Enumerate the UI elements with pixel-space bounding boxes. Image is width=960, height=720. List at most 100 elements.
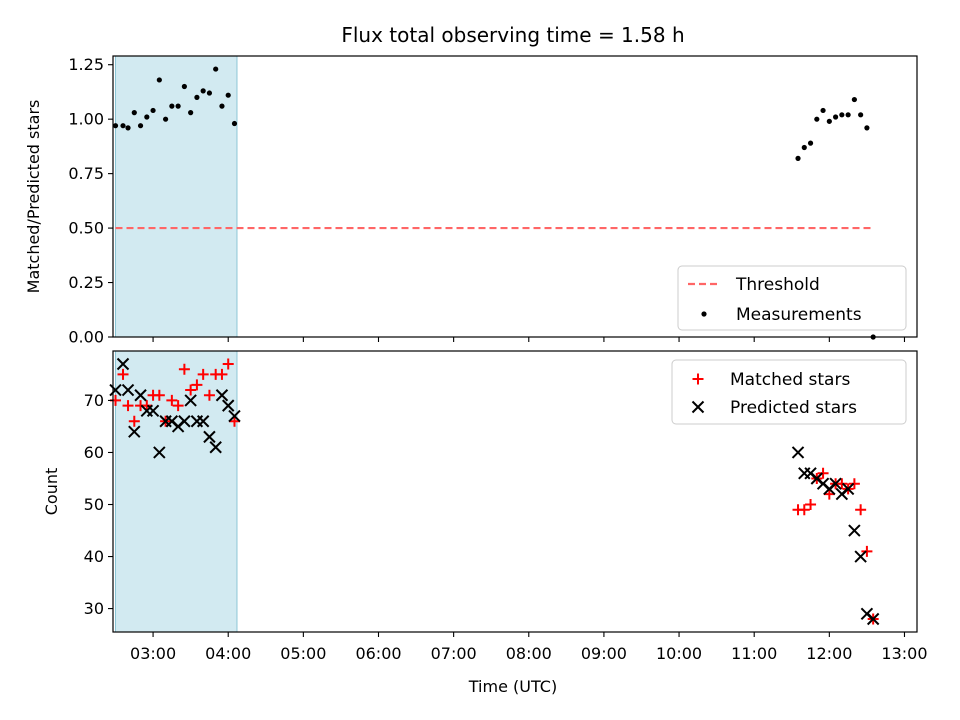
x-tick-label: 05:00 [280, 644, 326, 663]
predicted-star-point [228, 409, 241, 423]
bottom-legend-box [671, 359, 907, 425]
measurement-point [131, 110, 137, 116]
y-tick-label: 70 [84, 391, 104, 410]
bottom-x-axis-ticks: 03:00 04:00 05:00 06:00 07:00 08:00 09:00 10:00… [130, 632, 928, 663]
matched-star-point [861, 545, 873, 557]
matched-star-point [122, 400, 134, 412]
measurement-point [112, 123, 119, 129]
matched-star-point [191, 379, 203, 391]
bottom-axes-frame [112, 350, 918, 633]
matched-star-point [216, 368, 228, 380]
y-tick-label: 1.00 [68, 110, 104, 129]
matched-star-point [228, 415, 240, 427]
predicted-star-point [203, 430, 216, 444]
predicted-star-point [184, 394, 197, 407]
bottom-panel: 30 40 50 60 70 03:00 04:00 05:00 06:00 07:00 08:0… [42, 350, 928, 663]
matched-star-point [817, 467, 829, 479]
matched-stars-legend-swatch [692, 373, 704, 385]
x-tick-label: 11:00 [731, 644, 777, 663]
matched-star-point [836, 478, 848, 490]
measurement-point [150, 107, 156, 114]
top-shade-rect [115, 55, 238, 338]
measurement-points [112, 66, 876, 340]
predicted-star-point [866, 612, 880, 626]
x-tick-label: 06:00 [355, 644, 401, 663]
y-tick-label: 0.00 [68, 328, 104, 347]
y-tick-label: 0.75 [68, 164, 104, 183]
measurement-point [162, 116, 169, 122]
measurement-point [795, 155, 801, 161]
measurement-point [156, 77, 162, 83]
chart-title: Flux total observing time = 1.58 h [341, 23, 684, 47]
matched-star-point [178, 363, 190, 375]
matched-legend-marker [692, 373, 704, 385]
top-axes-frame [112, 55, 918, 338]
top-y-axis-label: Matched/Predicted stars [24, 100, 43, 294]
predicted-stars-legend-swatch [691, 400, 705, 414]
predicted-star-point [128, 425, 141, 438]
top-y-axis-ticks: 0.00 0.25 0.50 0.75 1.00 1.25 [68, 55, 113, 347]
predicted-star-point [209, 441, 222, 454]
predicted-star-point [134, 389, 147, 402]
predicted-star-point [222, 399, 235, 412]
measurement-point [206, 90, 213, 96]
measurement-point [864, 125, 870, 131]
bottom-y-axis-label: Count [42, 468, 61, 516]
x-tick-label: 08:00 [506, 644, 552, 663]
measurement-point [225, 92, 231, 98]
matched-star-point [805, 499, 817, 511]
predicted-legend-marker [691, 400, 705, 414]
x-tick-label: 03:00 [130, 644, 176, 663]
x-axis-label: Time (UTC) [468, 677, 557, 696]
y-tick-label: 30 [84, 599, 104, 618]
measurement-point [858, 112, 864, 118]
measurements-legend-swatch [701, 311, 707, 317]
y-tick-label: 50 [84, 495, 104, 514]
measurement-point [826, 118, 832, 124]
measurement-point [845, 112, 851, 118]
predicted-stars-legend-label: Predicted stars [730, 398, 857, 418]
matched-star-point [153, 389, 165, 401]
predicted-star-point [116, 357, 130, 371]
matched-stars-points [110, 358, 879, 625]
top-shaded-interval [115, 55, 238, 338]
top-legend-box [677, 265, 907, 331]
predicted-star-point [215, 389, 229, 402]
y-tick-label: 0.25 [68, 273, 104, 292]
predicted-star-point [829, 477, 842, 490]
x-tick-label: 12:00 [806, 644, 852, 663]
measurement-point [120, 123, 126, 129]
matched-star-point [185, 384, 197, 396]
matched-star-point [203, 389, 215, 401]
measurement-point [820, 107, 826, 114]
measurement-point [144, 114, 150, 120]
matched-star-point [166, 394, 178, 406]
measurement-point [832, 114, 839, 120]
top-panel: 0.00 0.25 0.50 0.75 1.00 1.25 Matched/Predict… [24, 55, 918, 347]
matched-star-point [172, 400, 184, 412]
y-tick-label: 60 [84, 443, 104, 462]
bottom-shaded-interval [115, 350, 238, 633]
measurement-point [807, 140, 814, 146]
predicted-star-point [153, 446, 166, 459]
measurement-point [175, 103, 181, 109]
matched-star-point [128, 415, 140, 427]
matched-star-point [823, 488, 835, 500]
matched-star-point [222, 358, 234, 370]
measurement-point [231, 120, 238, 127]
x-tick-label: 09:00 [581, 644, 627, 663]
matched-star-point [141, 400, 153, 412]
matched-star-point [848, 478, 860, 490]
matched-stars-legend-label: Matched stars [730, 370, 850, 390]
top-legend: Threshold Measurements [677, 265, 907, 331]
measurement-point [169, 103, 175, 109]
x-tick-label: 04:00 [205, 644, 251, 663]
predicted-star-point [841, 482, 855, 496]
matched-star-point [855, 504, 867, 516]
bottom-legend: Matched stars Predicted stars [671, 359, 907, 425]
x-tick-label: 07:00 [431, 644, 477, 663]
measurements-legend-label: Measurements [736, 305, 862, 325]
predicted-star-point [146, 404, 160, 418]
measurement-point [194, 94, 200, 100]
measurement-point [125, 125, 131, 131]
